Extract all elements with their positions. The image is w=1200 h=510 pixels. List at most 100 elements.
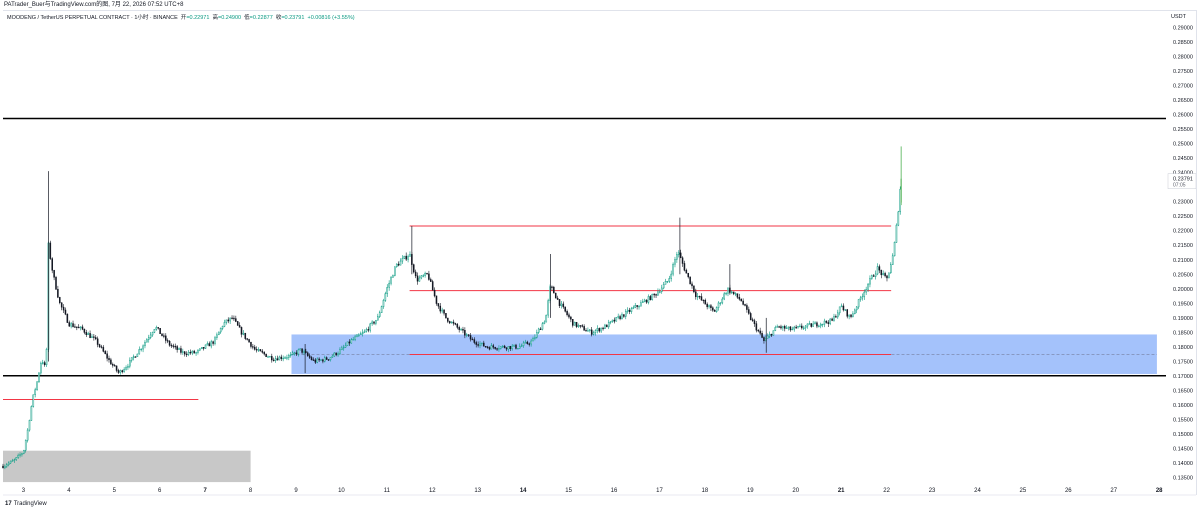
symbol-name[interactable]: MOODENG / TetherUS PERPETUAL CONTRACT · …: [7, 15, 178, 21]
candle: [153, 328, 156, 334]
candle-body: [723, 293, 725, 300]
candle-body: [679, 252, 682, 259]
candle: [585, 328, 587, 332]
candle-body: [507, 346, 510, 350]
candle-body: [759, 330, 761, 334]
close-label: 收: [275, 15, 282, 21]
candle-body: [81, 326, 84, 330]
candle: [774, 325, 777, 332]
currency-unit[interactable]: USDT: [1171, 14, 1186, 20]
candle: [132, 354, 135, 361]
candle-body: [263, 352, 265, 355]
candle-body: [202, 347, 205, 349]
candle-body: [653, 293, 655, 296]
candle-body: [178, 348, 180, 350]
candle-body: [153, 328, 156, 333]
candle-body: [359, 333, 362, 336]
candle: [346, 341, 349, 346]
candle-body: [140, 348, 142, 351]
candle-body: [373, 321, 375, 324]
candle: [216, 332, 218, 341]
candle: [738, 293, 741, 301]
candle-body: [354, 336, 356, 340]
candle-body: [189, 351, 192, 354]
candle: [846, 308, 849, 319]
candle: [802, 325, 805, 330]
candle: [666, 280, 669, 284]
candle: [422, 274, 424, 278]
candle-body: [619, 316, 621, 319]
candle: [102, 345, 105, 353]
candle: [647, 294, 650, 305]
candle: [112, 362, 114, 368]
candle: [761, 330, 763, 339]
candle: [642, 298, 644, 303]
candle-body: [40, 362, 42, 374]
symbol-legend[interactable]: MOODENG / TetherUS PERPETUAL CONTRACT · …: [7, 15, 355, 22]
candle-body: [325, 357, 328, 360]
candle: [284, 356, 286, 360]
candle-body: [454, 323, 457, 325]
candle-body: [871, 275, 873, 279]
candle-body: [244, 332, 247, 339]
candle: [458, 325, 460, 333]
candle-body: [161, 333, 163, 336]
candle: [797, 325, 799, 329]
close-value: =0.23791: [281, 15, 305, 21]
candle: [448, 320, 451, 325]
candle-body: [149, 334, 152, 338]
candle: [592, 330, 595, 336]
tradingview-logo[interactable]: 17 TradingView: [5, 501, 47, 508]
candle-body: [664, 281, 667, 285]
candle: [602, 326, 604, 331]
candle-body: [812, 323, 814, 327]
candle: [187, 349, 190, 357]
time-tick-label: 13: [474, 488, 481, 494]
price-tick-label: 0.27000: [1173, 83, 1193, 89]
candle-body: [23, 449, 25, 454]
candle: [407, 254, 409, 263]
price-tick-label: 0.24500: [1173, 156, 1193, 162]
candle: [320, 359, 322, 361]
candle-body: [87, 333, 89, 336]
price-tick-label: 0.16000: [1173, 403, 1193, 409]
candle-body: [115, 365, 118, 371]
candle: [831, 317, 833, 322]
candle-body: [806, 323, 809, 327]
candle: [874, 270, 877, 280]
candle: [861, 293, 864, 301]
candle-body: [363, 330, 366, 333]
candle: [68, 320, 71, 327]
candle-body: [676, 254, 678, 260]
candle-body: [89, 333, 91, 338]
candle-body: [600, 327, 602, 332]
candle-body: [888, 272, 890, 279]
candle: [104, 350, 106, 355]
candle: [119, 369, 122, 375]
candle: [59, 296, 61, 305]
candle: [83, 328, 86, 335]
candle: [166, 338, 169, 344]
candle: [617, 313, 619, 320]
candle: [195, 351, 197, 356]
candle: [827, 320, 830, 327]
candle-body: [308, 355, 311, 358]
candle-body: [787, 326, 790, 329]
candle: [723, 292, 725, 301]
candle-body: [350, 339, 353, 344]
candle-body: [352, 339, 354, 341]
candle: [278, 355, 281, 361]
candle: [229, 317, 231, 325]
candle: [520, 343, 523, 347]
candle: [806, 323, 809, 329]
candle: [191, 350, 194, 356]
candle-body: [810, 323, 813, 327]
candle: [662, 281, 665, 290]
candle-body: [60, 302, 63, 308]
candle: [140, 348, 142, 352]
candle: [536, 329, 538, 339]
price-tick-label: 0.13500: [1173, 476, 1193, 482]
candle: [142, 344, 144, 353]
candle-body: [289, 354, 292, 356]
